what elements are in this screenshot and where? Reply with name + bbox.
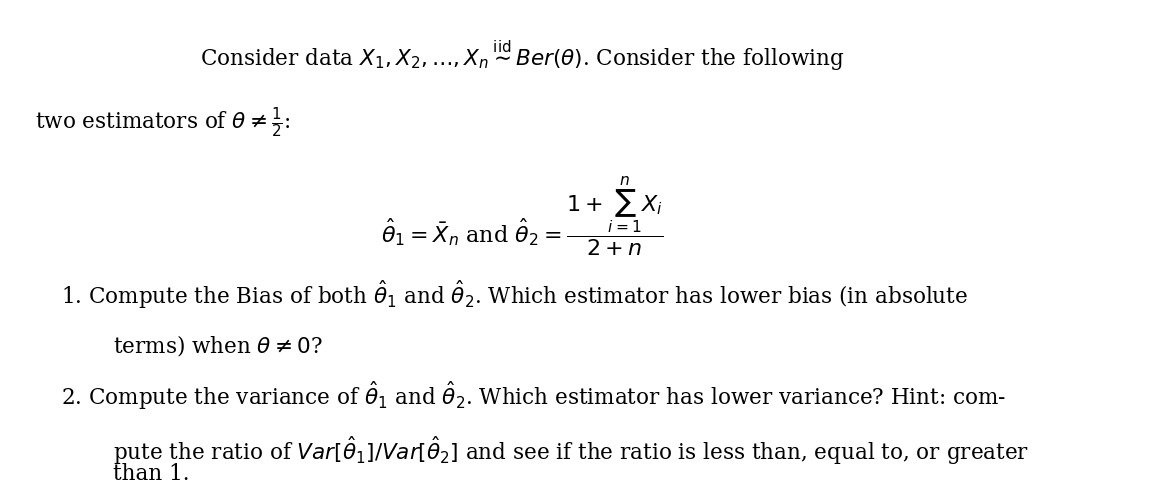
Text: than 1.: than 1. (113, 462, 190, 484)
Text: $\hat{\theta}_1 = \bar{X}_n$ and $\hat{\theta}_2 = \dfrac{1 + \sum_{i=1}^{n} X_i: $\hat{\theta}_1 = \bar{X}_n$ and $\hat{\… (381, 174, 664, 258)
Text: two estimators of $\theta \neq \frac{1}{2}$:: two estimators of $\theta \neq \frac{1}{… (35, 105, 291, 140)
Text: terms) when $\theta \neq 0$?: terms) when $\theta \neq 0$? (113, 333, 323, 358)
Text: 2. Compute the variance of $\hat{\theta}_1$ and $\hat{\theta}_2$. Which estimato: 2. Compute the variance of $\hat{\theta}… (61, 378, 1006, 411)
Text: pute the ratio of $Var[\hat{\theta}_1]/Var[\hat{\theta}_2]$ and see if the ratio: pute the ratio of $Var[\hat{\theta}_1]/V… (113, 433, 1029, 466)
Text: 1. Compute the Bias of both $\hat{\theta}_1$ and $\hat{\theta}_2$. Which estimat: 1. Compute the Bias of both $\hat{\theta… (61, 278, 968, 310)
Text: Consider data $X_1, X_2, \ldots, X_n \overset{\mathrm{iid}}{\sim} Ber(\theta)$. : Consider data $X_1, X_2, \ldots, X_n \ov… (200, 38, 844, 73)
